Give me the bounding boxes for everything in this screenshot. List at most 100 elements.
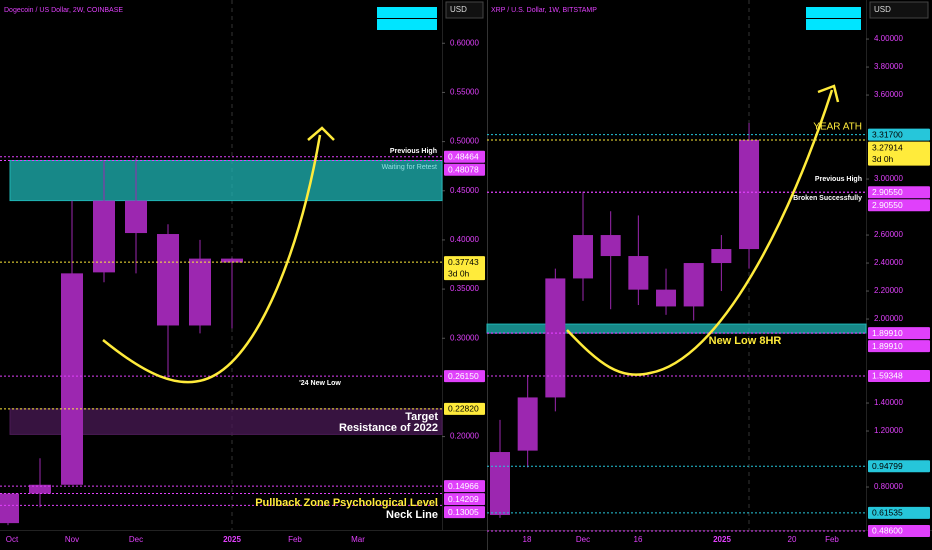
price-label: 0.48464: [448, 151, 479, 161]
candle-body: [189, 258, 211, 326]
price-label-box: [868, 186, 930, 199]
x-tick-label: Dec: [576, 535, 590, 544]
x-tick-label: Mar: [351, 535, 365, 544]
legend-box: [377, 19, 437, 30]
candle-body: [711, 249, 732, 264]
x-tick-label: 18: [523, 535, 532, 544]
x-tick-label: Nov: [65, 535, 79, 544]
price-label: 2.90550: [872, 200, 903, 210]
currency-box: [445, 1, 484, 19]
price-label: 3.27914: [872, 142, 903, 152]
price-label-box: [444, 402, 485, 415]
candle-body: [517, 397, 538, 451]
annotation: Previous High: [815, 176, 862, 183]
y-tick-label: 0.35000: [450, 284, 479, 293]
y-tick-label: 0.30000: [450, 333, 479, 342]
legend-box: [806, 19, 861, 30]
price-label-box: [868, 141, 930, 166]
y-tick-label: 2.00000: [874, 314, 903, 323]
x-tick-label: 20: [788, 535, 797, 544]
y-tick-label: 0.55000: [450, 88, 479, 97]
arrow-head: [307, 126, 335, 141]
price-label-box: [444, 163, 485, 176]
price-label-box: [868, 340, 930, 353]
annotation: Waiting for Retest: [382, 164, 437, 171]
candle-body: [221, 258, 243, 263]
candle-body: [628, 256, 649, 290]
annotation: Previous High: [390, 148, 437, 155]
price-label: 0.13005: [448, 507, 479, 517]
annotation: Neck Line: [386, 509, 438, 521]
countdown-label: 3d 0h: [872, 154, 894, 164]
chart-title: XRP / U.S. Dollar, 1W, BITSTAMP: [491, 7, 597, 14]
currency-box: [869, 1, 929, 19]
y-tick-label: 2.40000: [874, 258, 903, 267]
y-tick-label: 1.40000: [874, 398, 903, 407]
price-label: 0.94799: [872, 461, 903, 471]
candle-body: [61, 273, 83, 485]
y-tick-label: 3.00000: [874, 174, 903, 183]
price-label: 0.14209: [448, 494, 479, 504]
y-tick-label: 0.50000: [450, 137, 479, 146]
price-label: 0.61535: [872, 508, 903, 518]
annotation: New Low 8HR: [709, 335, 782, 347]
price-label-box: [868, 199, 930, 212]
annotation: YEAR ATH: [813, 122, 862, 133]
candle-body: [125, 200, 147, 234]
price-label-box: [444, 370, 485, 383]
x-tick-label: 2025: [713, 535, 731, 544]
y-tick-label: 0.20000: [450, 432, 479, 441]
price-label: 0.37743: [448, 257, 479, 267]
annotation: Resistance of 2022: [339, 422, 438, 434]
price-label-box: [444, 256, 485, 281]
y-tick-label: 3.60000: [874, 90, 903, 99]
price-label-box: [444, 506, 485, 519]
candle-body: [545, 278, 566, 398]
price-label-box: [868, 369, 930, 382]
annotation: Broken Successfully: [793, 195, 862, 202]
price-label: 0.14966: [448, 481, 479, 491]
y-tick-label: 2.60000: [874, 230, 903, 239]
legend-box: [377, 7, 437, 18]
x-tick-label: 2025: [223, 535, 241, 544]
x-tick-label: Dec: [129, 535, 143, 544]
candle-body: [600, 235, 621, 257]
x-tick-label: Feb: [288, 535, 302, 544]
price-label: 0.48078: [448, 164, 479, 174]
price-label-box: [444, 480, 485, 493]
price-label: 1.89910: [872, 341, 903, 351]
price-label-box: [868, 524, 930, 537]
price-label: 0.48600: [872, 526, 903, 536]
candle-body: [0, 493, 19, 524]
arrow-head: [817, 84, 840, 103]
price-label-box: [868, 460, 930, 473]
candle-body: [157, 234, 179, 326]
price-label: 1.59348: [872, 371, 903, 381]
price-label: 3.31700: [872, 129, 903, 139]
y-tick-label: 1.20000: [874, 426, 903, 435]
price-label-box: [868, 506, 930, 519]
y-tick-label: 0.80000: [874, 482, 903, 491]
candle-body: [739, 139, 760, 250]
annotation: '24 New Low: [299, 380, 341, 387]
candle-body: [29, 484, 51, 494]
x-tick-label: 16: [634, 535, 643, 544]
annotation: Pullback Zone Psychological Level: [255, 497, 438, 509]
price-label-box: [868, 327, 930, 340]
y-tick-label: 0.60000: [450, 38, 479, 47]
y-tick-label: 4.00000: [874, 34, 903, 43]
chart-title: Dogecoin / US Dollar, 2W, COINBASE: [4, 7, 123, 14]
price-label-box: [868, 128, 930, 141]
projection-curve: [566, 89, 834, 376]
price-label: 2.90550: [872, 187, 903, 197]
zone: [9, 159, 443, 202]
candle-body: [683, 263, 704, 307]
candle-body: [93, 200, 115, 273]
candle-body: [573, 235, 594, 279]
price-label: 0.26150: [448, 371, 479, 381]
x-tick-label: Feb: [825, 535, 839, 544]
price-label: 0.22820: [448, 404, 479, 414]
annotation: Target: [405, 411, 438, 423]
